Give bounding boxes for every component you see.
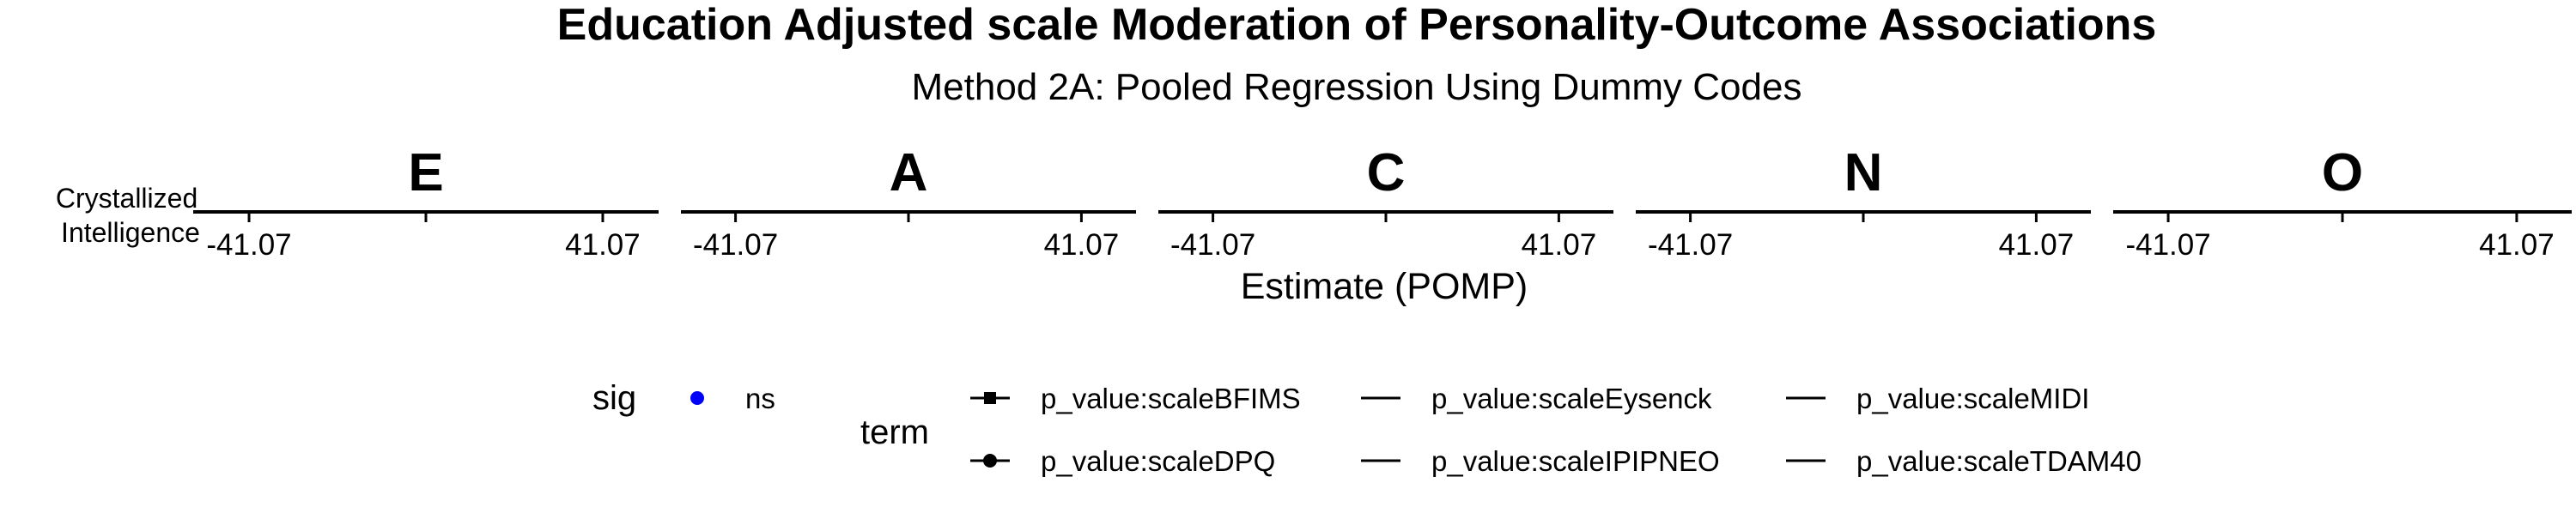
x-tick-label-o-0: -41.07 (2125, 228, 2210, 262)
legend-title-term: term (860, 413, 929, 451)
legend-key-square-p-value-scalebfims (984, 392, 996, 404)
x-axis-title: Estimate (POMP) (1241, 266, 1528, 307)
legend-label-p-value-scalebfims: p_value:scaleBFIMS (1041, 383, 1301, 414)
x-tick-label-n-0: -41.07 (1648, 228, 1733, 262)
facet-panels: E -41.07 41.07 A -41.07 41.07 C -41.07 41.07 N -41… (193, 143, 2572, 262)
legend: sig ns term p_value:scaleBFIMSp_value:sc… (592, 379, 2142, 477)
x-tick-label-a-0: -41.07 (693, 228, 778, 262)
facet-label-n: N (1844, 143, 1883, 202)
facet-label-o: O (2322, 143, 2363, 202)
legend-label-p-value-scaletdam40: p_value:scaleTDAM40 (1856, 445, 2142, 477)
legend-label-p-value-scaledpq: p_value:scaleDPQ (1041, 445, 1275, 477)
row-label-line-1: Crystallized (56, 183, 197, 214)
x-tick-label-c-1: 41.07 (1522, 228, 1597, 262)
x-tick-label-n-1: 41.07 (1999, 228, 2075, 262)
chart-title: Education Adjusted scale Moderation of P… (557, 0, 2157, 50)
x-tick-label-c-0: -41.07 (1170, 228, 1255, 262)
facet-label-e: E (408, 143, 443, 202)
facet-label-c: C (1367, 143, 1406, 202)
x-tick-label-o-1: 41.07 (2479, 228, 2555, 262)
x-tick-label-e-0: -41.07 (206, 228, 291, 262)
legend-key-ns (690, 391, 704, 405)
legend-label-ns: ns (745, 383, 775, 414)
facet-label-a: A (890, 143, 928, 202)
x-tick-label-e-1: 41.07 (565, 228, 641, 262)
legend-key-circle-p-value-scaledpq (983, 454, 997, 468)
row-label-line-2: Intelligence (61, 217, 200, 248)
term-legend-items: p_value:scaleBFIMS p_value:scaleDPQ p_valu… (970, 383, 2142, 477)
legend-title-sig: sig (592, 379, 636, 417)
legend-label-p-value-scaleipipneo: p_value:scaleIPIPNEO (1431, 445, 1720, 477)
legend-label-p-value-scalemidi: p_value:scaleMIDI (1856, 383, 2089, 414)
row-label: Crystallized Intelligence (56, 183, 205, 248)
x-tick-label-a-1: 41.07 (1044, 228, 1120, 262)
legend-label-p-value-scaleeysenck: p_value:scaleEysenck (1431, 383, 1712, 414)
chart-subtitle: Method 2A: Pooled Regression Using Dummy… (912, 66, 1802, 108)
